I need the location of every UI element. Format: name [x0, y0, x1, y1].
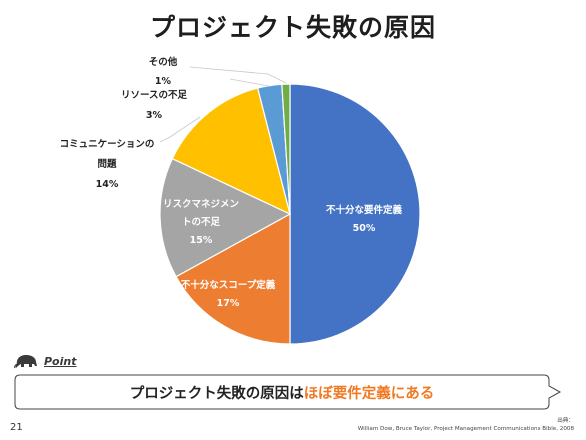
label-resource-line-1: リソースの不足 [121, 90, 188, 101]
label-scope-line-1: 不十分なスコープ定義 [181, 279, 276, 291]
slice-scope [175, 212, 291, 345]
label-communication-line-1: コミュニケーションの [60, 139, 155, 150]
point-label: Point [44, 354, 77, 368]
slice-communication [171, 87, 291, 216]
callout-text-highlight: ほぼ要件定義にある [303, 385, 435, 402]
slice-risk [159, 157, 292, 278]
callout-text: プロジェクト失敗の原因は ほぼ要件定義にある [14, 374, 550, 410]
label-risk-line-3: 15% [190, 235, 213, 246]
label-risk-line-2: トの不足 [182, 217, 221, 228]
slice-requirements [289, 83, 421, 345]
slice-other [281, 83, 291, 215]
label-requirements-line-1: 不十分な要件定義 [326, 204, 403, 216]
label-resource-line-2: 3% [146, 110, 163, 121]
label-other-line-1: その他 [149, 56, 178, 68]
label-communication-line-2: 問題 [97, 158, 117, 170]
source-reference: William Dow, Bruce Taylor, Project Manag… [357, 426, 574, 432]
label-risk-line-1: リスクマネジメン [163, 199, 239, 210]
source-citation: 出典： William Dow, Bruce Taylor, Project M… [358, 417, 574, 433]
point-heading: Point [14, 352, 76, 370]
label-communication-line-3: 14% [96, 179, 119, 190]
mammoth-icon [14, 355, 37, 369]
page-title: プロジェクト失敗の原因 [149, 13, 436, 42]
label-other-line-2: 1% [155, 76, 172, 87]
leader-line-communication [159, 116, 201, 143]
callout-text-main: プロジェクト失敗の原因は [129, 385, 304, 402]
source-heading: 出典： [557, 418, 574, 424]
leader-line-resource [229, 78, 270, 87]
leader-line-other [189, 66, 287, 84]
page-number: 21 [10, 422, 23, 433]
label-scope-line-2: 17% [217, 298, 240, 309]
label-requirements-line-2: 50% [353, 223, 376, 234]
callout-bubble: プロジェクト失敗の原因は ほぼ要件定義にある [14, 374, 562, 410]
